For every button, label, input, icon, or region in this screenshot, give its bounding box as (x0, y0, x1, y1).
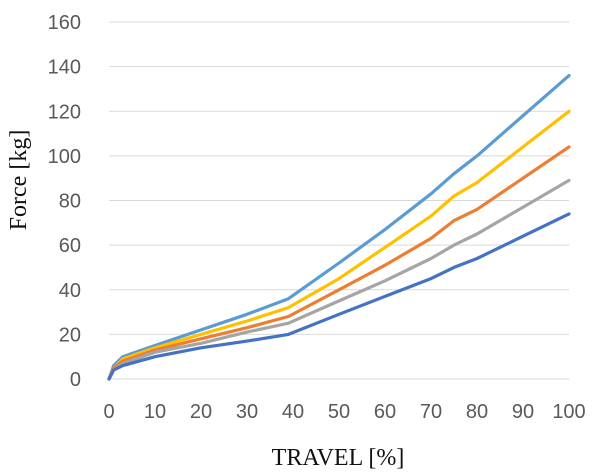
y-tick-label: 80 (59, 191, 81, 213)
x-tick-label: 60 (374, 401, 396, 423)
gridlines (109, 21, 569, 380)
y-tick-label: 60 (59, 235, 81, 257)
y-tick-label: 0 (70, 369, 81, 391)
x-tick-label: 100 (552, 401, 585, 423)
x-tick-label: 90 (512, 401, 534, 423)
x-tick-label: 80 (466, 401, 488, 423)
y-tick-label: 140 (48, 57, 81, 79)
x-tick-label: 10 (144, 401, 166, 423)
y-tick-label: 20 (59, 324, 81, 346)
x-tick-label: 50 (328, 401, 350, 423)
x-tick-label: 0 (103, 401, 114, 423)
x-tick-label: 70 (420, 401, 442, 423)
series-lines (107, 73, 571, 381)
series-line-3 (107, 145, 571, 381)
y-axis-label: Force [kg] (6, 130, 32, 231)
x-tick-label: 20 (190, 401, 212, 423)
x-tick-label: 40 (282, 401, 304, 423)
x-axis-label: TRAVEL [%] (272, 445, 405, 471)
series-line-4 (107, 178, 571, 381)
x-tick-labels: 0 10 20 30 40 50 60 70 80 90 100 (103, 401, 585, 423)
y-tick-label: 120 (48, 101, 81, 123)
series-line-1 (107, 73, 571, 381)
y-tick-label: 40 (59, 280, 81, 302)
series-line-2 (107, 109, 571, 381)
y-tick-label: 100 (48, 146, 81, 168)
series-line-5 (107, 212, 571, 381)
x-tick-label: 30 (236, 401, 258, 423)
y-tick-label: 160 (48, 12, 81, 34)
y-tick-labels: 0 20 40 60 80 100 120 140 160 (48, 12, 81, 391)
